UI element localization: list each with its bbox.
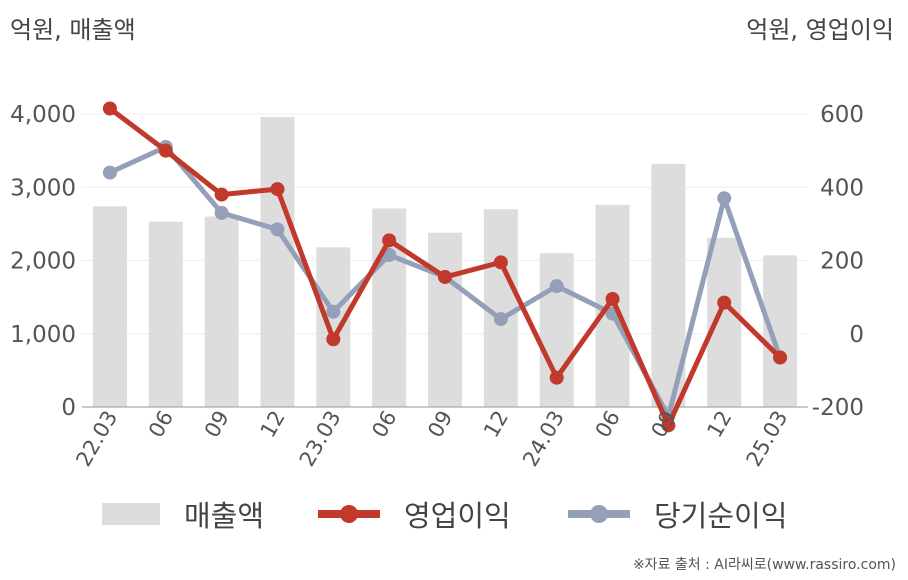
bar-sales (428, 232, 462, 407)
point-operating-profit (438, 269, 452, 284)
right-tick-label: -200 (812, 395, 864, 421)
bar-sales (316, 247, 351, 407)
legend-label-net-income: 당기순이익 (654, 499, 788, 533)
x-tick-label: 06 (591, 407, 625, 442)
left-tick-label: 4,000 (10, 102, 76, 128)
point-operating-profit (493, 255, 508, 270)
bar-sales (763, 255, 798, 407)
x-tick-label: 09 (423, 407, 457, 442)
point-net-income (493, 312, 508, 327)
legend-swatch-operating-profit (318, 492, 380, 536)
left-tick-label: 0 (61, 395, 76, 421)
point-net-income (717, 191, 732, 206)
point-operating-profit (382, 233, 397, 248)
x-tick-label: 24.03 (518, 407, 569, 471)
left-axis-unit: 억원, 매출액 (10, 16, 136, 44)
x-tick-label: 12 (479, 407, 513, 442)
legend-item-operating-profit: 영업이익 (318, 492, 511, 536)
point-operating-profit (605, 291, 620, 306)
left-tick-label: 3,000 (10, 175, 76, 201)
right-tick-label: 600 (820, 102, 864, 128)
bar-sales (92, 206, 127, 407)
point-operating-profit (661, 418, 676, 433)
left-tick-label: 2,000 (10, 249, 76, 275)
point-net-income (270, 222, 285, 237)
right-tick-label: 0 (849, 322, 864, 348)
x-tick-label: 06 (144, 407, 178, 442)
bar-sales (148, 221, 183, 407)
right-axis-unit: 억원, 영업이익 (746, 16, 894, 44)
legend-item-sales: 매출액 (102, 492, 264, 536)
x-tick-label: 12 (702, 407, 736, 442)
point-operating-profit (214, 187, 229, 202)
point-net-income (326, 304, 341, 319)
right-tick-label: 200 (820, 249, 864, 275)
x-tick-label: 22.03 (71, 407, 122, 471)
legend-label-operating-profit: 영업이익 (404, 499, 511, 533)
legend-swatch-sales (102, 503, 160, 525)
source-note: ※자료 출처 : AI라씨로(www.rassiro.com) (632, 557, 896, 573)
x-tick-label: 12 (256, 407, 290, 442)
point-net-income (214, 205, 229, 220)
bar-sales (204, 216, 239, 407)
legend-label-sales: 매출액 (184, 499, 265, 533)
point-operating-profit (270, 182, 285, 197)
point-operating-profit (102, 101, 117, 116)
bar-sales (707, 237, 742, 407)
point-operating-profit (549, 370, 564, 385)
x-tick-label: 25.03 (742, 407, 793, 471)
chart-plot: 0 1,000 2,000 3,000 4,000 -200 0 200 400 600 22.03… (10, 101, 864, 471)
point-operating-profit (717, 295, 732, 310)
point-operating-profit (773, 350, 788, 365)
x-tick-label: 06 (367, 407, 401, 442)
x-tick-label: 09 (200, 407, 234, 442)
point-net-income (102, 165, 117, 180)
legend-swatch-net-income (568, 492, 630, 536)
right-tick-label: 400 (820, 175, 864, 201)
point-operating-profit (158, 143, 173, 158)
legend: 매출액 영업이익 당기순이익 (0, 492, 908, 536)
x-tick-label: 23.03 (295, 407, 346, 471)
legend-item-net-income: 당기순이익 (568, 492, 787, 536)
left-tick-label: 1,000 (10, 322, 76, 348)
point-operating-profit (326, 332, 341, 347)
bar-sales (260, 116, 295, 408)
point-net-income (549, 279, 564, 294)
